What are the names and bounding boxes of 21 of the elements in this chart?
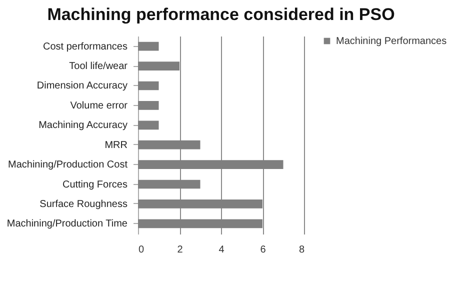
bar <box>138 101 159 110</box>
y-tick-label: Dimension Accuracy <box>36 80 128 92</box>
y-tick-label: Cutting Forces <box>62 179 128 190</box>
x-tick-label: 0 <box>138 244 144 256</box>
bar <box>138 120 159 130</box>
x-tick-label: 8 <box>298 244 305 256</box>
legend-label: Machining Performances <box>336 36 447 47</box>
y-tick-label: Volume error <box>70 100 128 112</box>
x-tick-label: 6 <box>260 244 266 256</box>
y-tick-label: Surface Roughness <box>40 198 128 210</box>
y-tick-label: MRR <box>104 140 128 151</box>
y-tick-label: Machining Accuracy <box>38 120 128 132</box>
bar <box>138 81 159 90</box>
y-tick-label: Cost performances <box>43 41 128 52</box>
y-tick-label: Tool life/wear <box>69 61 128 72</box>
y-tick-label: Machining/Production Cost <box>8 160 128 171</box>
y-tick-label: Machining/Production Time <box>6 218 128 230</box>
chart-title: Machining performance considered in PSO <box>47 5 395 24</box>
x-tick-label: 2 <box>177 244 184 256</box>
x-tick-label: 4 <box>218 244 225 256</box>
bar <box>138 42 159 51</box>
